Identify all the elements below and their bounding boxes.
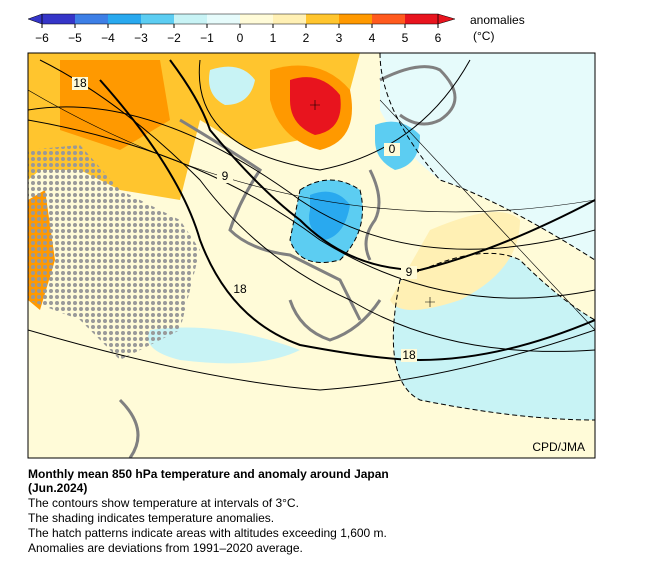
colorbar-tick-label: 2 [303,31,310,45]
colorbar-segment [339,14,373,24]
colorbar-tick-label: −6 [35,31,49,45]
colorbar-extend [437,13,456,25]
contour-label: 9 [406,265,413,279]
colorbar-segment [42,14,76,24]
colorbar-segment [75,14,109,24]
colorbar-tick-label: 0 [237,31,244,45]
colorbar: −6 −5 −4 −3 −2 −1 0 1 2 3 4 5 6 [27,13,456,45]
contour-label-bg [232,283,248,296]
colorbar-tick-label: −3 [134,31,148,45]
colorbar-segment [306,14,340,24]
colorbar-segment [240,14,274,24]
caption-line: The hatch patterns indicate areas with a… [28,526,387,540]
colorbar-segment [141,14,175,24]
colorbar-tick-label: 3 [336,31,343,45]
colorbar-segment [207,14,241,24]
map [28,53,595,458]
contour-label-bg [72,77,88,90]
contour-label-bg [401,266,417,279]
caption-title: Monthly mean 850 hPa temperature and ano… [28,467,389,481]
contour-label: 9 [222,169,229,183]
caption-line: Anomalies are deviations from 1991–2020 … [28,541,303,555]
contour-label-bg [384,143,400,156]
contour-label: 18 [73,76,87,90]
colorbar-tick-label: −2 [167,31,181,45]
caption-lines: The contours show temperature at interva… [28,496,387,555]
contour-labels: 18 9 0 9 18 18 [72,76,417,362]
caption-line: The shading indicates temperature anomal… [28,511,274,525]
contour-label-bg [217,170,233,183]
colorbar-tick-label: 6 [435,31,442,45]
colorbar-segment [174,14,208,24]
colorbar-extend [27,13,43,25]
colorbar-tick-label: 4 [369,31,376,45]
colorbar-segment [108,14,142,24]
colorbar-label: anomalies [470,13,525,27]
colorbar-segment [372,14,406,24]
contour-label: 18 [233,282,247,296]
colorbar-tick-label: −4 [101,31,115,45]
contour-label: 18 [402,348,416,362]
caption-line: The contours show temperature at interva… [28,496,299,510]
map-frame [27,52,596,459]
contour-label-bg [401,349,417,362]
colorbar-tick-label: −1 [200,31,214,45]
colorbar-segment [273,14,307,24]
colorbar-segment [405,14,439,24]
colorbar-tick-label: −5 [68,31,82,45]
caption-date: (Jun.2024) [28,481,87,495]
colorbar-tick-label: 1 [270,31,277,45]
contour-label: 0 [389,142,396,156]
credit: CPD/JMA [532,440,585,454]
colorbar-unit: (°C) [473,29,494,43]
colorbar-tick-label: 5 [402,31,409,45]
